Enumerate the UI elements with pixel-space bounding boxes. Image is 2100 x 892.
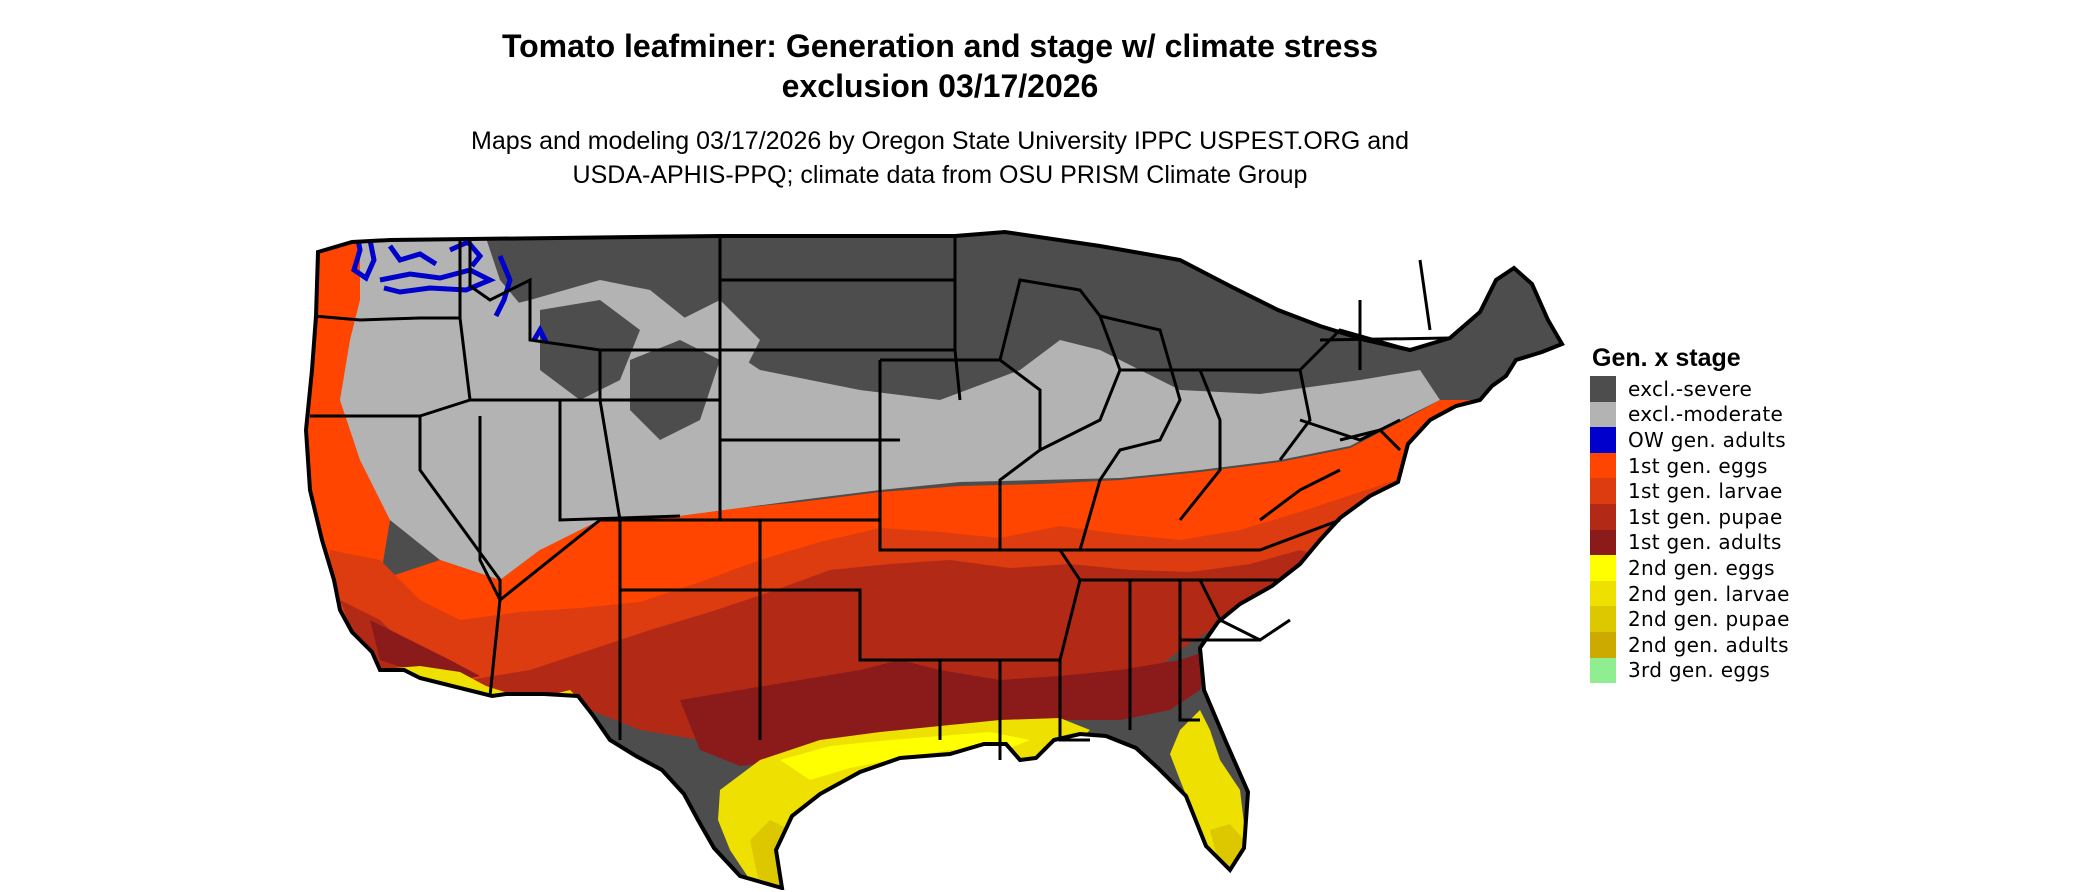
subtitle-line-2: USDA-APHIS-PPQ; climate data from OSU PR… [572, 161, 1308, 189]
title-line-1: Tomato leafminer: Generation and stage w… [501, 28, 1379, 64]
legend-item: excl.-severe [1590, 376, 1790, 402]
legend-swatch [1590, 529, 1616, 556]
legend-label: 2nd gen. adults [1628, 632, 1789, 657]
legend-swatch [1590, 631, 1616, 658]
legend-swatch [1590, 657, 1616, 684]
legend-label: 2nd gen. eggs [1628, 555, 1775, 580]
legend-item: 2nd gen. adults [1590, 631, 1790, 658]
legend-label: 1st gen. larvae [1628, 479, 1783, 504]
legend-item: excl.-moderate [1590, 401, 1790, 428]
legend-swatch [1590, 606, 1616, 632]
legend-item: 1st gen. pupae [1590, 503, 1790, 530]
legend-label: 2nd gen. larvae [1628, 581, 1790, 606]
legend-swatch [1590, 452, 1616, 479]
legend-label: 1st gen. eggs [1628, 453, 1768, 478]
legend-item: 3rd gen. eggs [1590, 657, 1790, 684]
subtitle-line-1: Maps and modeling 03/17/2026 by Oregon S… [471, 127, 1409, 155]
legend-swatch [1590, 401, 1616, 428]
legend-item: 2nd gen. eggs [1590, 555, 1790, 581]
legend-label: 1st gen. pupae [1628, 504, 1783, 529]
zone-ow-gen-adults [351, 232, 549, 344]
legend-swatch [1590, 555, 1616, 581]
legend-title: Gen. x stage [1592, 344, 1741, 372]
legend-label: excl.-moderate [1628, 402, 1784, 427]
legend-swatch [1590, 376, 1616, 402]
us-map [300, 220, 1580, 890]
title-line-2: exclusion 03/17/2026 [781, 68, 1099, 104]
zone-excl-moderate-plains [450, 280, 1440, 520]
map-subtitle: Maps and modeling 03/17/2026 by Oregon S… [320, 124, 1560, 192]
legend-swatch [1590, 427, 1616, 453]
legend-label: OW gen. adults [1628, 427, 1786, 452]
legend-label: 1st gen. adults [1628, 530, 1782, 555]
legend: Gen. x stage excl.-severe excl.-moderate O… [1590, 340, 1790, 684]
zone-1st-gen-eggs-south [380, 400, 1480, 640]
map-title: Tomato leafminer: Generation and stage w… [320, 26, 1560, 106]
legend-item: 1st gen. eggs [1590, 452, 1790, 479]
legend-swatch [1590, 478, 1616, 504]
zone-excl-severe-rockies [540, 300, 720, 440]
stage-zones [306, 232, 1562, 888]
legend-label: 2nd gen. pupae [1628, 607, 1790, 632]
legend-swatch [1590, 503, 1616, 530]
legend-item: 2nd gen. larvae [1590, 580, 1790, 607]
legend-item: 2nd gen. pupae [1590, 606, 1790, 632]
zone-1st-gen-adults-texas [680, 650, 1210, 766]
legend-item: 1st gen. adults [1590, 529, 1790, 556]
legend-label: excl.-severe [1628, 376, 1753, 401]
legend-item: OW gen. adults [1590, 427, 1790, 453]
legend-swatch [1590, 580, 1616, 607]
legend-item: 1st gen. larvae [1590, 478, 1790, 504]
us-map-svg [304, 230, 1564, 890]
legend-items: excl.-severe excl.-moderate OW gen. adults… [1590, 376, 1790, 684]
legend-label: 3rd gen. eggs [1628, 658, 1771, 683]
zone-1st-gen-adults-ca [370, 620, 480, 682]
